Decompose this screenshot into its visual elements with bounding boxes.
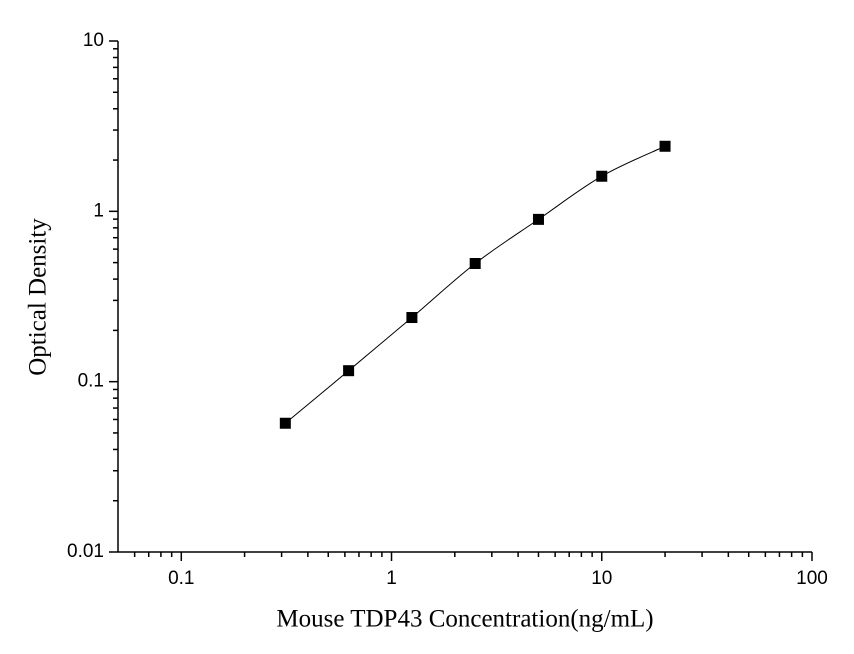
y-tick-label: 10 bbox=[83, 30, 104, 51]
data-point bbox=[469, 258, 481, 270]
data-point bbox=[532, 213, 544, 225]
data-point bbox=[406, 312, 418, 324]
x-axis-title: Mouse TDP43 Concentration(ng/mL) bbox=[276, 606, 653, 633]
y-tick-label: 1 bbox=[93, 200, 104, 221]
x-tick-label: 0.1 bbox=[168, 568, 194, 589]
y-tick-label: 0.1 bbox=[78, 371, 104, 392]
data-point bbox=[659, 140, 671, 152]
x-tick-label: 10 bbox=[591, 568, 612, 589]
fit-curve bbox=[285, 145, 666, 424]
y-tick-label: 0.01 bbox=[67, 541, 104, 562]
data-point bbox=[343, 365, 355, 377]
y-axis-title: Optical Density bbox=[25, 218, 52, 376]
x-tick-label: 100 bbox=[796, 568, 828, 589]
x-tick-label: 1 bbox=[386, 568, 397, 589]
data-point bbox=[596, 170, 608, 182]
data-point bbox=[279, 417, 291, 429]
